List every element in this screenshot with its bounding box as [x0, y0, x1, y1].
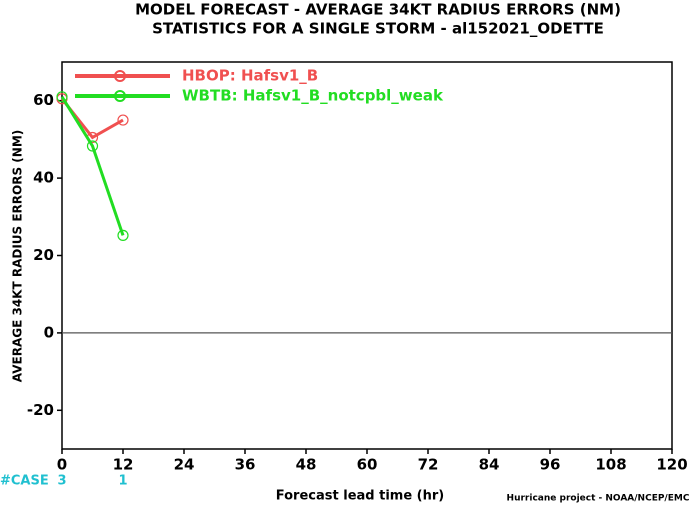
point	[117, 114, 129, 126]
x-tick-label: 36	[235, 456, 256, 474]
case-count: 1	[118, 474, 127, 489]
y-tick-label: 60	[33, 91, 54, 109]
case-count: 3	[57, 474, 66, 489]
x-tick-label: 0	[57, 456, 67, 474]
series-line	[60, 97, 124, 140]
y-tick-label: 20	[33, 246, 54, 264]
y-tick-label: 40	[33, 169, 54, 187]
legend-label: WBTB: Hafsv1_B_notcpbl_weak	[182, 87, 444, 105]
x-axis-label: Forecast lead time (hr)	[276, 489, 444, 504]
chart-title: MODEL FORECAST - AVERAGE 34KT RADIUS ERR…	[135, 1, 621, 19]
legend-marker	[114, 90, 126, 102]
x-tick-label: 60	[357, 456, 378, 474]
point	[117, 229, 129, 241]
y-tick-label: -20	[27, 401, 54, 419]
x-tick-label: 24	[174, 456, 195, 474]
credit: Hurricane project - NOAA/NCEP/EMC	[507, 494, 690, 504]
chart-subtitle: STATISTICS FOR A SINGLE STORM - al152021…	[152, 20, 604, 38]
point	[56, 91, 68, 103]
point	[86, 140, 99, 152]
series-line	[60, 96, 125, 236]
x-tick-label: 72	[418, 456, 439, 474]
x-tick-label: 12	[113, 456, 134, 474]
y-tick-label: 0	[44, 323, 54, 341]
case-label: #CASE	[0, 474, 49, 489]
x-tick-label: 108	[595, 456, 626, 474]
plot-frame	[61, 61, 673, 450]
legend-label: HBOP: Hafsv1_B	[182, 67, 318, 85]
x-tick-label: 84	[479, 456, 500, 474]
x-tick-label: 48	[296, 456, 317, 474]
y-axis-label: AVERAGE 34KT RADIUS ERRORS (NM)	[11, 130, 25, 382]
x-tick-label: 96	[540, 456, 561, 474]
legend-marker	[114, 70, 126, 82]
x-tick-label: 120	[656, 456, 687, 474]
